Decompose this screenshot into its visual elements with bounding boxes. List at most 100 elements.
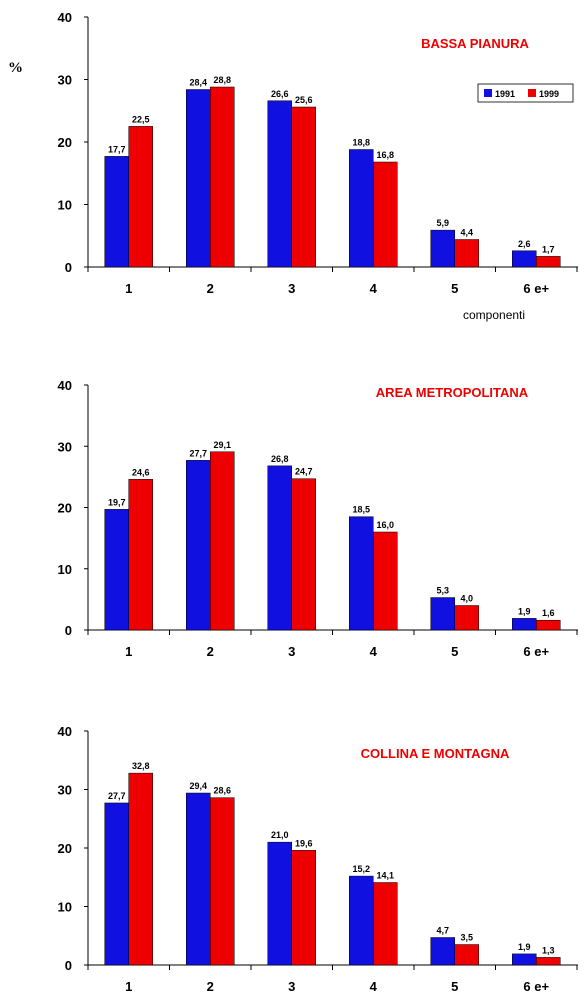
data-label: 22,5 (132, 114, 150, 124)
y-tick-label: 20 (58, 135, 72, 150)
y-tick-label: 30 (58, 783, 72, 798)
x-tick-label: 4 (370, 979, 378, 994)
y-tick-label: 30 (58, 439, 72, 454)
legend-swatch-1999 (528, 89, 536, 97)
y-tick-label: 30 (58, 73, 72, 88)
data-label: 15,2 (352, 864, 370, 874)
bar-1999-3 (291, 850, 316, 966)
x-tick-label: 6 e+ (523, 281, 549, 296)
data-label: 1,3 (542, 945, 555, 955)
data-label: 28,8 (213, 75, 231, 85)
bar-1991-1 (104, 156, 129, 268)
data-label: 24,6 (132, 467, 150, 477)
x-tick-label: 2 (207, 281, 214, 296)
data-label: 1,9 (518, 942, 531, 952)
bar-1991-4 (349, 875, 374, 966)
bar-1991-2 (186, 792, 211, 966)
chart-title: COLLINA E MONTAGNA (361, 746, 510, 761)
data-label: 16,8 (376, 150, 394, 160)
x-tick-label: 1 (125, 979, 132, 994)
bar-1999-1 (128, 772, 153, 966)
data-label: 1,9 (518, 606, 531, 616)
bar-1991-2 (186, 460, 211, 631)
bar-1991-4 (349, 516, 374, 631)
y-tick-label: 0 (65, 623, 72, 638)
bar-1991-4 (349, 149, 374, 268)
y-tick-label: 40 (58, 10, 72, 25)
bar-1991-3 (267, 100, 292, 268)
data-label: 32,8 (132, 761, 150, 771)
bar-1991-1 (104, 509, 129, 631)
bar-1999-6eplus (536, 256, 561, 268)
y-unit-label: % (8, 60, 23, 76)
data-label: 16,0 (376, 520, 394, 530)
bar-1999-4 (373, 531, 398, 631)
x-tick-label: 6 e+ (523, 979, 549, 994)
data-label: 18,5 (352, 505, 370, 515)
chart-title: BASSA PIANURA (421, 36, 529, 51)
y-tick-label: 10 (58, 198, 72, 213)
data-label: 29,4 (189, 781, 207, 791)
x-tick-label: 1 (125, 644, 132, 659)
bar-1999-3 (291, 106, 316, 268)
data-label: 19,6 (295, 838, 313, 848)
x-tick-label: 4 (370, 281, 378, 296)
y-tick-label: 40 (58, 378, 72, 393)
bar-1999-5 (454, 944, 479, 966)
data-label: 27,7 (189, 448, 207, 458)
data-label: 24,7 (295, 467, 313, 477)
data-label: 4,7 (436, 926, 449, 936)
bar-1991-5 (430, 229, 455, 268)
x-tick-label: 1 (125, 281, 132, 296)
x-tick-label: 5 (451, 644, 458, 659)
y-tick-label: 20 (58, 841, 72, 856)
data-label: 26,6 (271, 89, 289, 99)
bar-1999-4 (373, 882, 398, 966)
data-label: 3,5 (460, 933, 473, 943)
data-label: 28,6 (213, 786, 231, 796)
legend-label-1991: 1991 (495, 89, 515, 99)
data-label: 17,7 (108, 144, 126, 154)
legend-box (477, 83, 574, 103)
chart-title: AREA METROPOLITANA (376, 385, 529, 400)
y-tick-label: 10 (58, 562, 72, 577)
x-tick-label: 5 (451, 979, 458, 994)
bar-1999-1 (128, 479, 153, 631)
x-tick-label: 2 (207, 644, 214, 659)
x-axis-label: componenti (463, 308, 526, 322)
data-label: 25,6 (295, 95, 313, 105)
y-tick-label: 20 (58, 501, 72, 516)
data-label: 27,7 (108, 791, 126, 801)
x-tick-label: 3 (288, 979, 295, 994)
data-label: 14,1 (376, 871, 394, 881)
y-tick-label: 40 (58, 724, 72, 739)
data-label: 19,7 (108, 497, 126, 507)
data-label: 29,1 (213, 440, 231, 450)
data-label: 5,9 (436, 218, 449, 228)
bar-1991-3 (267, 465, 292, 631)
y-tick-label: 0 (65, 260, 72, 275)
legend-swatch-1991 (484, 89, 492, 97)
data-label: 28,4 (189, 78, 207, 88)
bar-1999-2 (210, 86, 235, 268)
data-label: 4,4 (460, 228, 473, 238)
legend-label-1999: 1999 (539, 89, 559, 99)
bar-1999-5 (454, 239, 479, 268)
x-tick-label: 3 (288, 644, 295, 659)
x-tick-label: 2 (207, 979, 214, 994)
bar-1991-3 (267, 841, 292, 966)
data-label: 1,7 (542, 244, 555, 254)
bar-1991-6eplus (512, 250, 537, 268)
y-tick-label: 10 (58, 900, 72, 915)
bar-1999-2 (210, 451, 235, 631)
x-tick-label: 4 (370, 644, 378, 659)
x-tick-label: 3 (288, 281, 295, 296)
data-label: 21,0 (271, 830, 289, 840)
data-label: 5,3 (436, 586, 449, 596)
y-tick-label: 0 (65, 958, 72, 973)
bar-1999-5 (454, 605, 479, 631)
bar-1999-2 (210, 797, 235, 966)
data-label: 26,8 (271, 454, 289, 464)
bar-1991-2 (186, 89, 211, 268)
bar-1999-6eplus (536, 619, 561, 631)
